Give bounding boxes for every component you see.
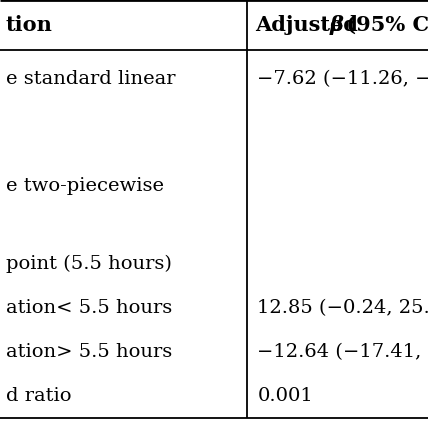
Text: e two-piecewise: e two-piecewise bbox=[6, 177, 164, 195]
Text: −7.62 (−11.26, −3.98: −7.62 (−11.26, −3.98 bbox=[257, 70, 428, 88]
Text: tion: tion bbox=[6, 15, 53, 35]
Text: 12.85 (−0.24, 25.93): 12.85 (−0.24, 25.93) bbox=[257, 299, 428, 317]
Text: Adjusted: Adjusted bbox=[256, 15, 366, 35]
Text: (95% C: (95% C bbox=[339, 15, 428, 35]
Text: 0.001: 0.001 bbox=[257, 387, 313, 405]
Text: −12.64 (−17.41, −7.87: −12.64 (−17.41, −7.87 bbox=[257, 343, 428, 361]
Text: d ratio: d ratio bbox=[6, 387, 71, 405]
Text: ation< 5.5 hours: ation< 5.5 hours bbox=[6, 299, 172, 317]
Text: ation> 5.5 hours: ation> 5.5 hours bbox=[6, 343, 172, 361]
Text: β: β bbox=[330, 15, 344, 35]
Text: point (5.5 hours): point (5.5 hours) bbox=[6, 255, 172, 273]
Text: e standard linear: e standard linear bbox=[6, 70, 175, 88]
